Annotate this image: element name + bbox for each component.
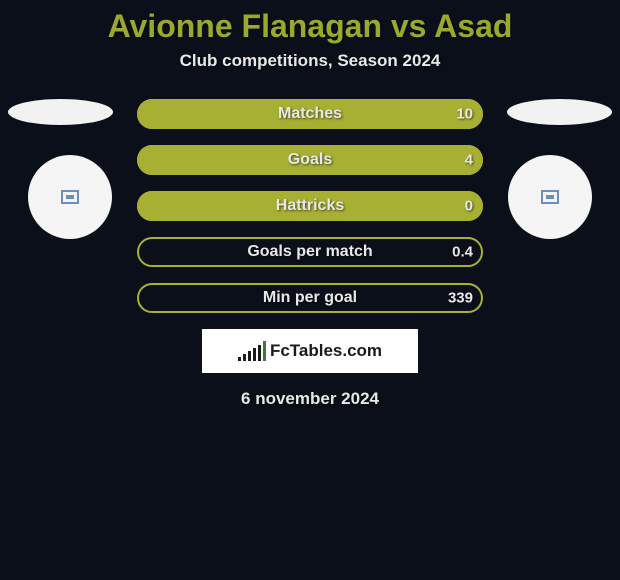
logo-text: FcTables.com <box>270 341 382 361</box>
stat-label: Goals <box>288 151 332 169</box>
stat-label: Goals per match <box>247 243 372 261</box>
logo-bar-segment <box>238 357 241 361</box>
date-line: 6 november 2024 <box>0 389 620 409</box>
logo-content: FcTables.com <box>238 341 382 361</box>
stat-row: Goals 4 <box>137 145 483 175</box>
badge-inner-icon <box>61 190 79 204</box>
logo-bar-segment <box>263 341 266 361</box>
stat-label: Hattricks <box>276 197 344 215</box>
stat-row: Min per goal 339 <box>137 283 483 313</box>
infographic-root: Avionne Flanagan vs Asad Club competitio… <box>0 0 620 580</box>
stat-label: Min per goal <box>263 289 357 307</box>
club-badge-right <box>508 155 592 239</box>
club-badge-left <box>28 155 112 239</box>
stat-row: Goals per match 0.4 <box>137 237 483 267</box>
badge-inner-icon <box>541 190 559 204</box>
stat-value-right: 0.4 <box>452 244 473 261</box>
logo-bar-segment <box>248 351 251 361</box>
stat-row: Hattricks 0 <box>137 191 483 221</box>
flag-left <box>8 99 113 125</box>
logo-bar-segment <box>253 348 256 361</box>
flag-right <box>507 99 612 125</box>
logo-box: FcTables.com <box>202 329 418 373</box>
stat-bars: Matches 10 Goals 4 Hattricks 0 Goals per match… <box>137 99 483 313</box>
page-subtitle: Club competitions, Season 2024 <box>0 51 620 71</box>
stat-value-right: 10 <box>456 106 473 123</box>
logo-bar-segment <box>243 354 246 361</box>
stats-area: Matches 10 Goals 4 Hattricks 0 Goals per match… <box>0 99 620 313</box>
stat-value-right: 339 <box>448 290 473 307</box>
stat-label: Matches <box>278 105 342 123</box>
stat-row: Matches 10 <box>137 99 483 129</box>
stat-value-right: 0 <box>465 198 473 215</box>
logo-bars-icon <box>238 341 266 361</box>
logo-bar-segment <box>258 345 261 361</box>
stat-value-right: 4 <box>465 152 473 169</box>
page-title: Avionne Flanagan vs Asad <box>0 0 620 45</box>
